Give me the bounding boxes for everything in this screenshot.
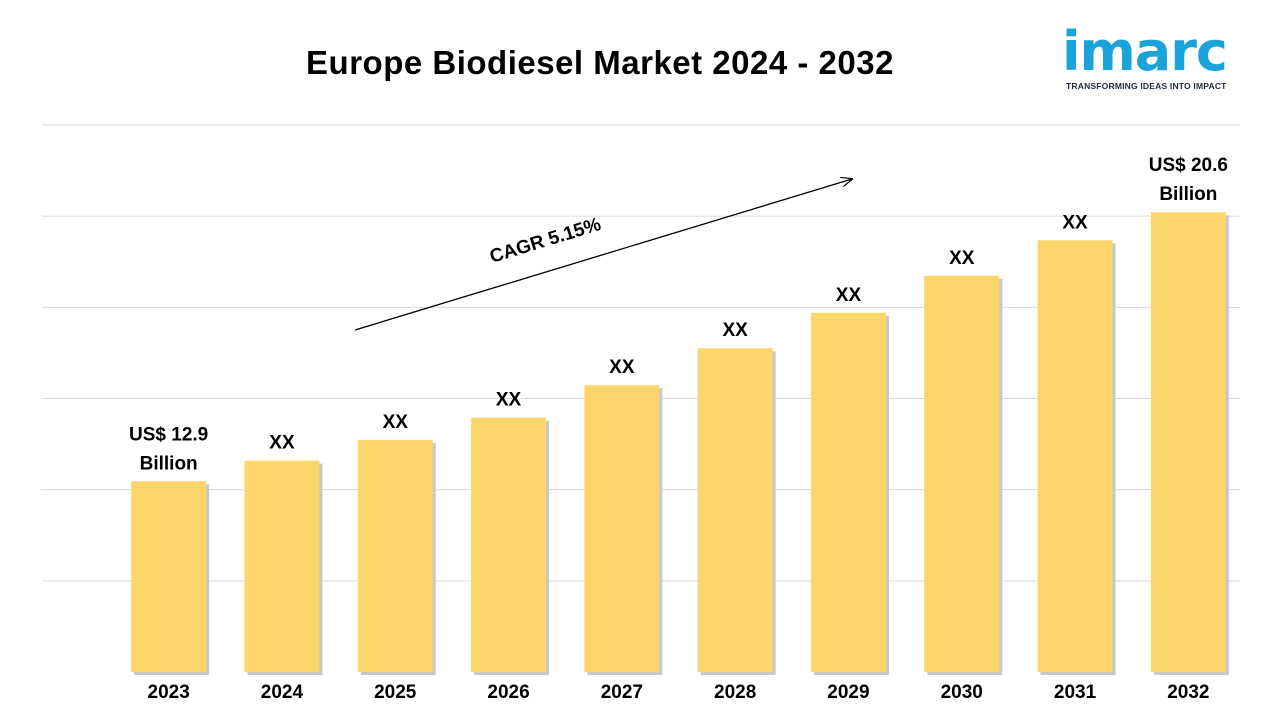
data-label: XX (836, 285, 862, 306)
bar-2028 (697, 348, 773, 672)
bar-2027 (584, 385, 660, 672)
data-label: XX (609, 357, 635, 378)
data-label: XX (722, 320, 748, 341)
data-label: Billion (140, 453, 198, 474)
bar-2029 (810, 312, 886, 672)
bar-2031 (1037, 240, 1113, 672)
logo-tagline: TRANSFORMING IDEAS INTO IMPACT (1066, 81, 1227, 91)
data-label: XX (383, 412, 409, 433)
bar-2032 (1150, 212, 1226, 673)
x-tick-label: 2031 (1054, 682, 1097, 703)
x-axis-ticks: 2023 2024 2025 2026 2027 2028 2029 2030 2031 2032 (148, 682, 1210, 703)
bar-2023 (131, 481, 207, 672)
bar-2026 (471, 417, 547, 672)
data-label: XX (949, 248, 975, 269)
bar-2024 (244, 460, 320, 672)
bar-2030 (924, 275, 1000, 672)
data-label: XX (496, 390, 522, 411)
x-tick-label: 2026 (487, 682, 529, 703)
x-tick-label: 2027 (601, 682, 643, 703)
x-tick-label: 2030 (941, 682, 983, 703)
x-tick-label: 2032 (1167, 682, 1209, 703)
x-tick-label: 2028 (714, 682, 756, 703)
data-label: Billion (1159, 184, 1217, 205)
x-tick-label: 2023 (148, 682, 190, 703)
x-tick-label: 2024 (261, 682, 304, 703)
x-tick-label: 2025 (374, 682, 417, 703)
data-labels: US$ 12.9 Billion XX XX XX XX XX XX XX XX US$ 20.6 B… (129, 155, 1228, 474)
imarc-logo: imarc TRANSFORMING IDEAS INTO IMPACT (1060, 14, 1250, 94)
logo-wordmark: imarc (1062, 20, 1228, 83)
x-tick-label: 2029 (827, 682, 869, 703)
bar-2025 (357, 439, 433, 672)
data-label: XX (269, 433, 295, 454)
data-label: US$ 12.9 (129, 424, 208, 445)
chart-title: Europe Biodiesel Market 2024 - 2032 (306, 44, 894, 81)
bars (131, 212, 1229, 676)
cagr-arrow (354, 179, 852, 331)
data-label: XX (1062, 212, 1088, 233)
data-label: US$ 20.6 (1149, 155, 1228, 176)
